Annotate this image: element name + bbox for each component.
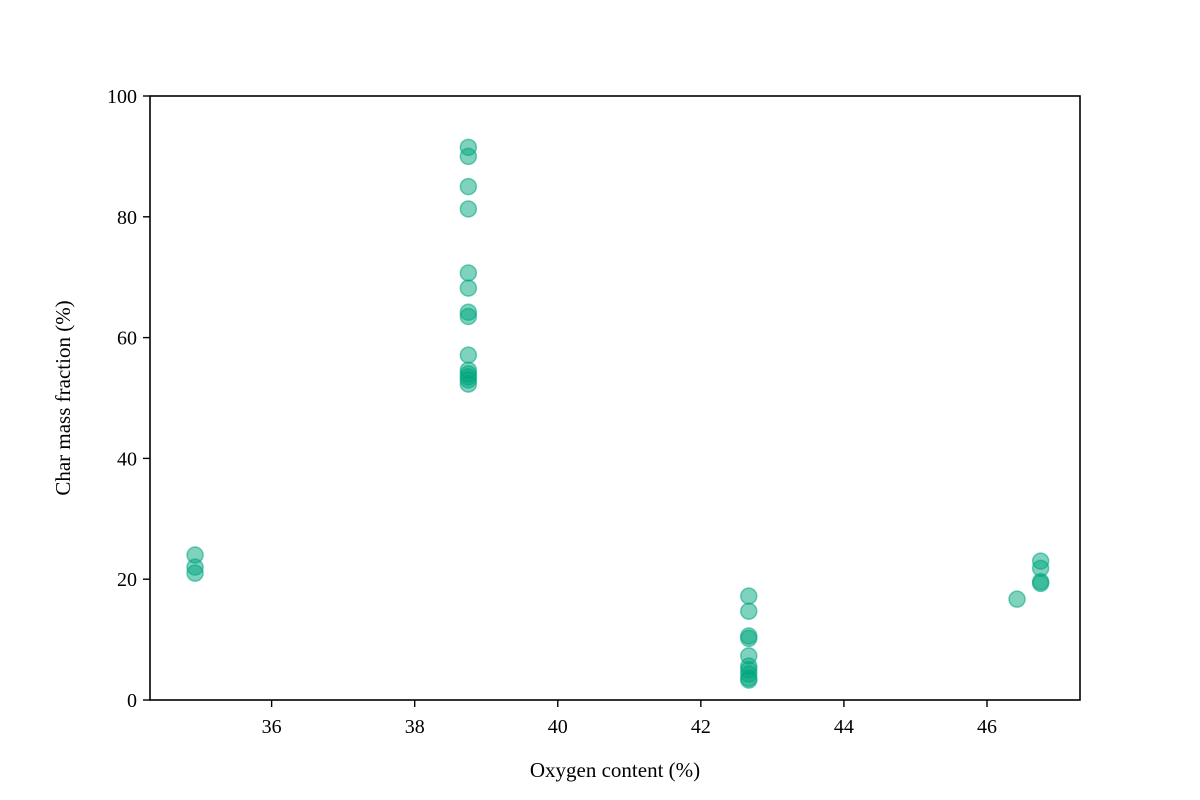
y-tick-label: 60	[117, 328, 137, 350]
data-point	[1031, 574, 1050, 593]
data-point	[740, 671, 758, 689]
data-point	[459, 147, 478, 166]
plot-frame	[149, 95, 1081, 701]
points-layer	[186, 138, 1050, 689]
ticks-layer: 36 38 40 42 44 46 0 20 40 60 80 100	[107, 86, 997, 738]
data-point	[459, 307, 478, 326]
data-point	[740, 629, 758, 648]
y-tick-label: 0	[127, 690, 137, 712]
data-point	[459, 279, 478, 297]
x-tick-label: 38	[405, 716, 425, 738]
y-tick-label: 100	[107, 86, 137, 108]
x-tick-label: 42	[691, 716, 711, 738]
x-tick-label: 44	[834, 716, 854, 738]
x-axis-label: Oxygen content (%)	[530, 758, 700, 782]
data-point	[459, 200, 478, 218]
y-tick-label: 20	[117, 569, 137, 591]
x-tick-label: 36	[262, 716, 282, 738]
data-point	[186, 564, 204, 582]
data-point	[459, 346, 478, 364]
data-point	[740, 602, 758, 620]
data-point	[740, 587, 758, 605]
y-tick-label: 80	[117, 207, 137, 229]
data-point	[1008, 590, 1026, 608]
y-tick-label: 40	[117, 448, 137, 470]
data-point	[459, 177, 478, 196]
data-point	[459, 264, 478, 282]
data-point	[459, 375, 478, 393]
x-tick-label: 46	[977, 716, 997, 738]
y-axis-label: Char mass fraction (%)	[51, 300, 75, 495]
plot-area	[150, 96, 1080, 700]
x-tick-label: 40	[548, 716, 568, 738]
